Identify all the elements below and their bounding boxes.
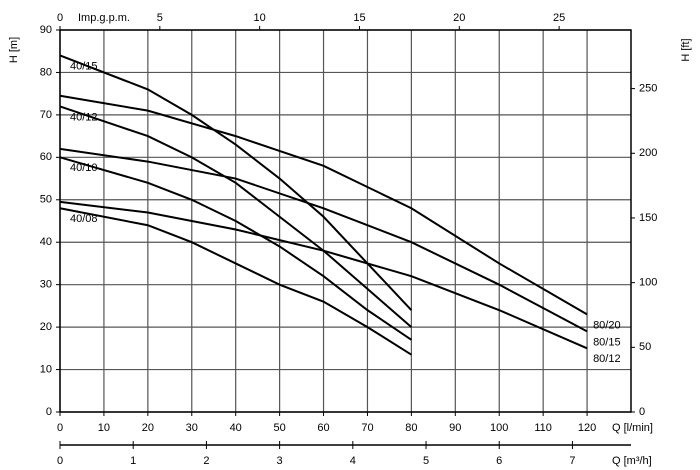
series-label: 40/10 [70,162,98,174]
series-line [59,156,412,341]
top-tick-label: 5 [157,12,163,24]
x2-tick-label: 7 [569,455,575,467]
x-tick-label: 50 [273,422,285,434]
y-tick-label: 50 [40,194,52,206]
y-tick-label: 0 [46,406,52,418]
x2-tick-label: 0 [57,455,63,467]
x-tick-label: 120 [578,422,596,434]
x-tick-label: 40 [230,422,242,434]
top-tick-label: 10 [254,12,266,24]
x-tick-label: 60 [317,422,329,434]
y2-tick-label: 100 [639,277,657,289]
x-tick-label: 0 [57,422,63,434]
series-line [59,105,413,328]
top-tick-label: 15 [353,12,365,24]
series-line [59,207,412,356]
series-line [59,147,588,333]
x2-tick-label: 1 [130,455,136,467]
x-axis-title: Q [l/min] [612,422,653,434]
x2-tick-label: 5 [423,455,429,467]
x2-tick-label: 4 [350,455,356,467]
y-tick-label: 70 [40,109,52,121]
y-tick-label: 40 [40,236,52,248]
x2-tick-label: 2 [203,455,209,467]
x-tick-label: 30 [186,422,198,434]
y-tick-label: 90 [40,24,52,36]
top-axis-title: Imp.g.p.m. [78,12,130,24]
y-axis-title: H [m] [8,37,20,63]
series-line [59,200,588,350]
y-tick-label: 10 [40,363,52,375]
plot-frame [59,29,632,413]
y2-tick-label: 150 [639,212,657,224]
y-tick-label: 20 [40,321,52,333]
series-label: 40/12 [70,111,98,123]
y-tick-label: 80 [40,66,52,78]
x-tick-label: 20 [142,422,154,434]
top-tick-label: 25 [553,12,565,24]
y-tick-label: 60 [40,151,52,163]
x2-tick-label: 6 [496,455,502,467]
series-label: 40/08 [70,213,98,225]
y2-tick-label: 0 [639,406,645,418]
y-tick-label: 30 [40,279,52,291]
series-label: 80/12 [593,353,621,365]
top-tick-label: 0 [57,12,63,24]
y2-tick-label: 50 [639,341,651,353]
x-tick-label: 90 [449,422,461,434]
series-label: 40/15 [70,60,98,72]
top-tick-label: 20 [453,12,465,24]
x-tick-label: 80 [405,422,417,434]
series-label: 80/15 [593,336,621,348]
series-line [59,54,413,311]
x-tick-label: 110 [534,422,552,434]
series-label: 80/20 [593,319,621,331]
x2-tick-label: 3 [277,455,283,467]
y2-tick-label: 250 [639,83,657,95]
y2-axis-title: H [ft] [680,38,692,61]
x-tick-label: 100 [490,422,508,434]
x-tick-label: 10 [98,422,110,434]
x-tick-label: 70 [361,422,373,434]
y2-tick-label: 200 [639,147,657,159]
x2-axis-title: Q [m³/h] [612,455,652,467]
series-line [59,94,588,316]
